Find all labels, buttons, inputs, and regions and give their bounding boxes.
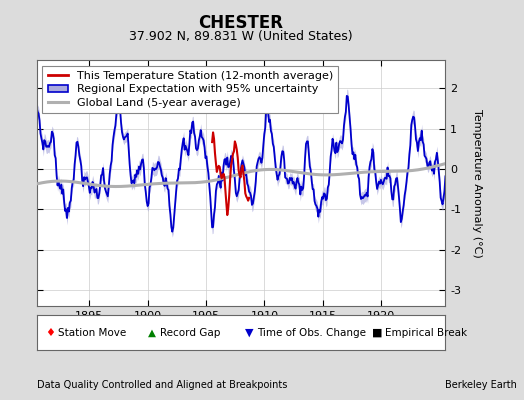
Text: ■: ■ [372,328,383,338]
Text: Empirical Break: Empirical Break [385,328,467,338]
Text: ▲: ▲ [148,328,156,338]
Text: Record Gap: Record Gap [160,328,220,338]
Text: CHESTER: CHESTER [199,14,283,32]
Text: Data Quality Controlled and Aligned at Breakpoints: Data Quality Controlled and Aligned at B… [37,380,287,390]
Text: ▼: ▼ [245,328,253,338]
Legend: This Temperature Station (12-month average), Regional Expectation with 95% uncer: This Temperature Station (12-month avera… [42,66,339,113]
Text: Station Move: Station Move [58,328,126,338]
Text: Berkeley Earth: Berkeley Earth [445,380,517,390]
Y-axis label: Temperature Anomaly (°C): Temperature Anomaly (°C) [472,109,482,257]
Text: Time of Obs. Change: Time of Obs. Change [257,328,366,338]
Text: 37.902 N, 89.831 W (United States): 37.902 N, 89.831 W (United States) [129,30,353,43]
Text: ♦: ♦ [45,328,55,338]
